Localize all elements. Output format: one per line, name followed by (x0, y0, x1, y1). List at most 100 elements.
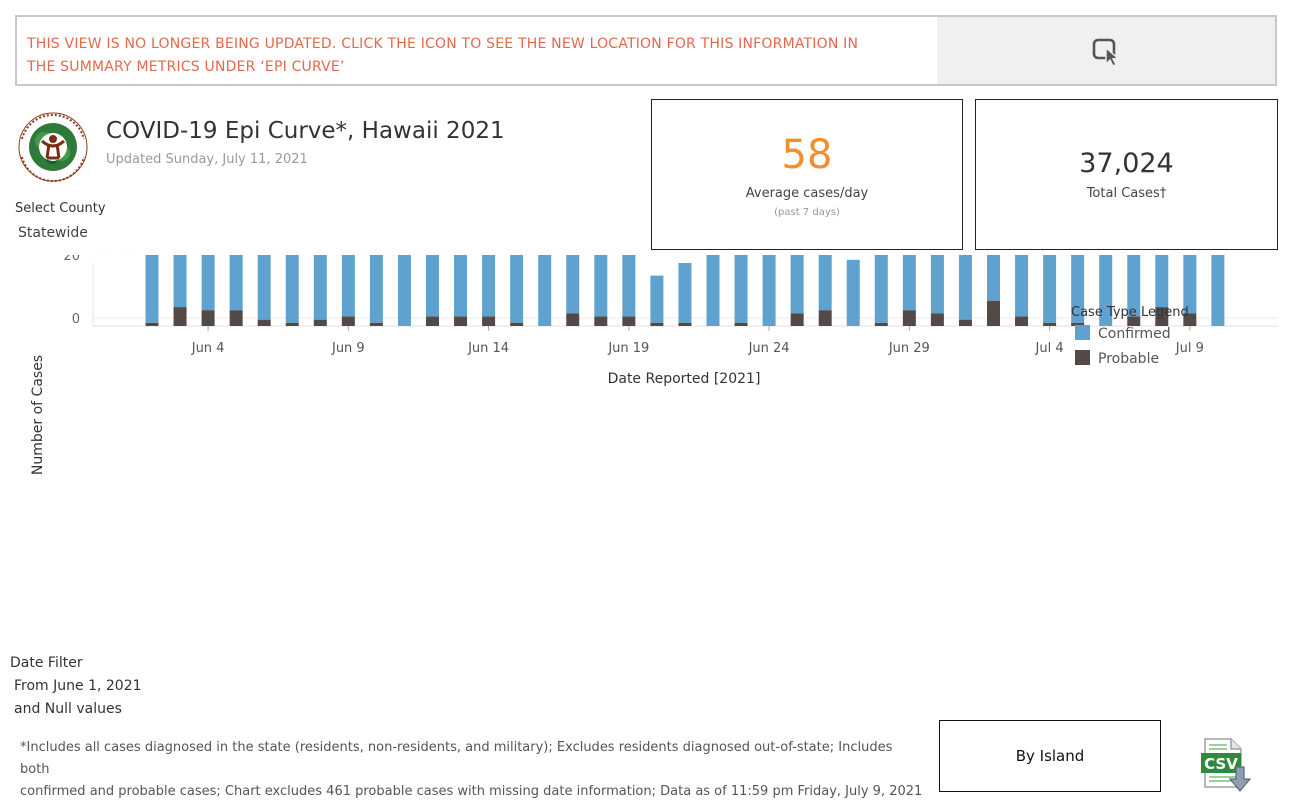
bar-confirmed (902, 255, 916, 311)
bar-probable (229, 310, 243, 326)
click-cursor-icon[interactable] (1092, 37, 1124, 67)
csv-download-icon[interactable]: CSV (1199, 737, 1255, 793)
bar-probable (622, 316, 636, 326)
bar-confirmed (341, 255, 355, 317)
bar-confirmed (594, 255, 608, 317)
bar-confirmed (1043, 255, 1057, 323)
x-tick-label: Jun 24 (748, 341, 790, 356)
bar-probable (1071, 322, 1085, 326)
bar-confirmed (229, 255, 243, 311)
bar-confirmed (145, 255, 159, 323)
notice-icon-area (937, 17, 1275, 84)
hawaii-doh-seal-logo (14, 111, 92, 183)
bar-probable (958, 319, 972, 326)
bar-confirmed (538, 255, 552, 326)
legend-swatch-probable (1075, 350, 1090, 365)
footnote-line-1: *Includes all cases diagnosed in the sta… (20, 740, 893, 777)
bar-probable (173, 307, 187, 326)
bar-probable (257, 319, 271, 326)
bar-confirmed (734, 255, 748, 323)
bar-confirmed (313, 255, 327, 320)
bar-probable (987, 300, 1000, 326)
y-tick-label: 20 (63, 255, 80, 264)
bar-probable (482, 316, 496, 326)
bar-probable (874, 322, 888, 326)
x-tick-label: Jul 9 (1175, 341, 1204, 356)
x-tick-label: Jun 4 (191, 341, 225, 356)
bar-confirmed (1015, 255, 1029, 317)
bar-probable (285, 322, 299, 326)
bar-confirmed (173, 255, 187, 308)
x-tick-label: Jun 9 (331, 341, 365, 356)
bar-probable (369, 322, 383, 326)
bar-probable (734, 322, 748, 326)
x-tick-label: Jun 14 (467, 341, 509, 356)
x-axis-title: Date Reported [2021] (608, 371, 761, 387)
bar-probable (341, 316, 355, 326)
bar-probable (510, 322, 524, 326)
bar-confirmed (426, 255, 439, 317)
date-filter-null-option[interactable]: and Null values (14, 701, 122, 717)
bar-confirmed (874, 255, 888, 323)
bar-confirmed (987, 255, 1000, 301)
bar-probable (790, 313, 804, 326)
bar-confirmed (397, 255, 411, 326)
date-filter-value[interactable]: From June 1, 2021 (14, 678, 142, 694)
by-island-button[interactable]: By Island (939, 720, 1161, 792)
bar-confirmed (482, 255, 496, 317)
footnote-line-2: confirmed and probable cases; Chart excl… (20, 784, 923, 799)
bar-confirmed (846, 259, 860, 326)
bar-confirmed (1071, 255, 1085, 323)
average-cases-card: 58 Average cases/day (past 7 days) (651, 99, 963, 250)
bar-confirmed (790, 255, 804, 314)
x-tick-label: Jul 4 (1035, 341, 1064, 356)
y-axis-title: Number of Cases (30, 355, 46, 475)
chart-legend: Case Type Legend Confirmed Probable (1071, 305, 1189, 367)
bar-probable (650, 322, 664, 326)
y-tick-label: 0 (72, 312, 80, 327)
average-cases-value: 58 (781, 132, 833, 178)
x-tick-label: Jun 19 (607, 341, 649, 356)
legend-swatch-confirmed (1075, 325, 1090, 340)
legend-label-confirmed: Confirmed (1098, 326, 1171, 342)
notice-line-1: THIS VIEW IS NO LONGER BEING UPDATED. CL… (27, 36, 859, 52)
bar-confirmed (958, 255, 972, 320)
bar-probable (902, 310, 916, 326)
bar-confirmed (257, 255, 271, 320)
total-cases-card: 37,024 Total Cases† (975, 99, 1278, 250)
bar-confirmed (622, 255, 636, 317)
bar-probable (1183, 313, 1197, 326)
bar-confirmed (1183, 255, 1197, 314)
bar-probable (1155, 307, 1169, 326)
csv-label: CSV (1204, 755, 1238, 773)
bar-probable (1127, 316, 1141, 326)
average-cases-sublabel: (past 7 days) (774, 207, 840, 218)
bar-confirmed (201, 255, 215, 311)
bar-probable (313, 319, 327, 326)
bar-confirmed (1099, 255, 1113, 326)
bar-confirmed (762, 255, 776, 326)
bar-probable (678, 322, 692, 326)
bar-probable (454, 316, 468, 326)
bar-probable (594, 316, 608, 326)
updated-date: Updated Sunday, July 11, 2021 (106, 152, 308, 167)
bar-confirmed (566, 255, 580, 314)
bar-confirmed (285, 255, 299, 323)
bar-probable (426, 316, 439, 326)
bar-probable (566, 313, 580, 326)
bar-confirmed (650, 275, 664, 323)
county-selector[interactable]: Statewide (18, 225, 88, 241)
notice-line-2: THE SUMMARY METRICS UNDER ‘EPI CURVE’ (27, 59, 345, 75)
bar-confirmed (1155, 255, 1169, 308)
bar-confirmed (510, 255, 524, 323)
footnote: *Includes all cases diagnosed in the sta… (20, 737, 925, 803)
bar-confirmed (930, 255, 944, 314)
bar-confirmed (454, 255, 468, 317)
bar-confirmed (706, 255, 720, 326)
total-cases-value: 37,024 (1079, 148, 1174, 179)
bar-probable (1043, 322, 1057, 326)
bar-confirmed (1127, 255, 1141, 317)
bar-probable (1015, 316, 1029, 326)
legend-title: Case Type Legend (1071, 305, 1189, 320)
